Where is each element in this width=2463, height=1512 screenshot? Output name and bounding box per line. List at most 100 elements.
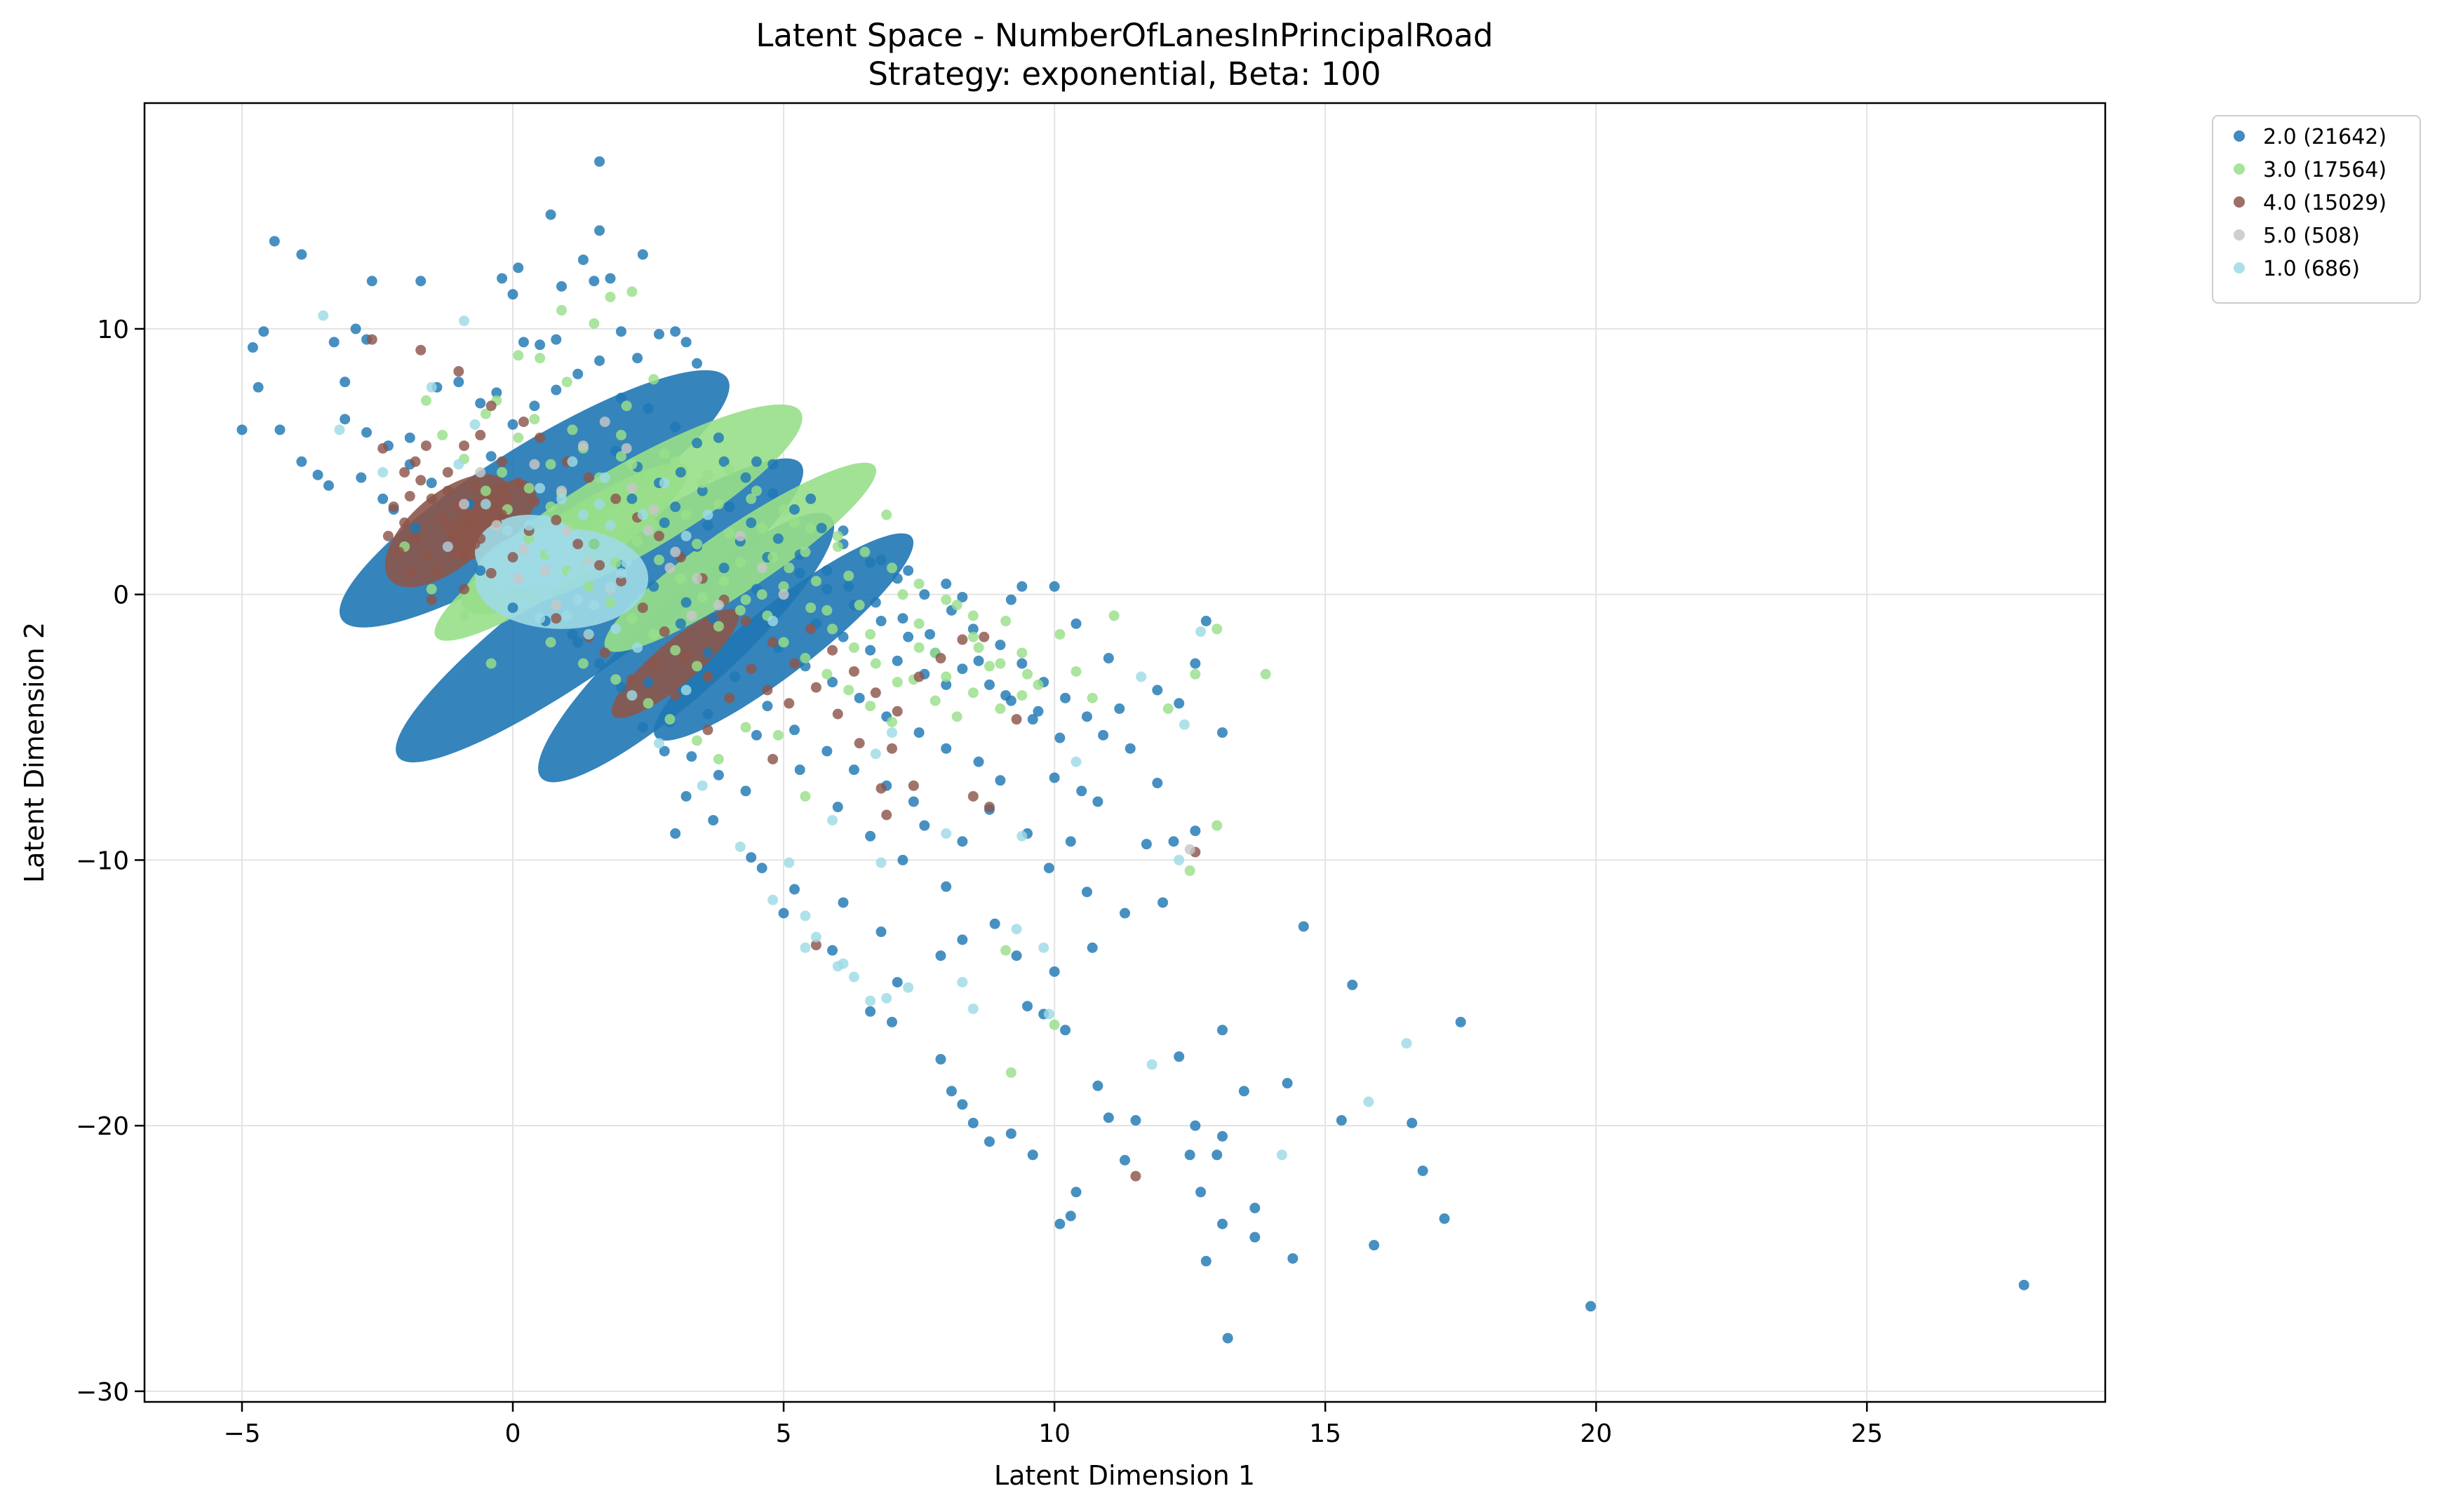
scatter-point: [605, 581, 616, 592]
scatter-point: [567, 628, 578, 640]
scatter-point: [762, 684, 773, 696]
scatter-point: [615, 451, 626, 462]
scatter-point: [1174, 698, 1185, 709]
scatter-point: [875, 616, 887, 627]
scatter-point: [973, 655, 984, 666]
scatter-point: [903, 982, 914, 993]
scatter-point: [1054, 732, 1066, 743]
scatter-point: [410, 456, 421, 467]
scatter-point: [539, 515, 551, 526]
scatter-point: [404, 567, 415, 579]
scatter-point: [865, 995, 876, 1006]
scatter-point: [448, 530, 459, 541]
scatter-point: [469, 480, 481, 491]
scatter-point: [567, 567, 578, 579]
scatter-point: [1195, 1187, 1207, 1198]
scatter-point: [903, 565, 914, 576]
scatter-point: [605, 291, 616, 302]
scatter-point: [518, 337, 529, 348]
scatter-point: [875, 783, 887, 794]
scatter-point: [507, 562, 518, 574]
scatter-point: [843, 581, 854, 592]
scatter-point: [621, 557, 632, 568]
scatter-point: [475, 466, 486, 478]
scatter-point: [713, 600, 724, 611]
scatter-point: [420, 549, 431, 560]
scatter-point: [399, 466, 410, 478]
scatter-point: [523, 557, 535, 568]
scatter-point: [805, 493, 817, 504]
scatter-point: [827, 945, 838, 956]
scatter-point: [621, 443, 632, 454]
scatter-point: [1130, 1115, 1141, 1126]
dense-cluster-layer: [339, 370, 914, 783]
scatter-point: [615, 392, 626, 403]
scatter-point: [475, 429, 486, 440]
scatter-point: [1033, 706, 1044, 717]
scatter-point: [1249, 1231, 1261, 1243]
scatter-point: [2018, 1279, 2029, 1290]
scatter-point: [513, 262, 524, 274]
scatter-point: [740, 594, 751, 605]
scatter-point: [767, 552, 779, 563]
scatter-point: [881, 992, 892, 1004]
scatter-point: [756, 863, 767, 874]
scatter-point: [1092, 796, 1103, 807]
scatter-point: [594, 499, 605, 510]
scatter-point: [1103, 1112, 1114, 1123]
scatter-point: [1016, 658, 1028, 669]
scatter-point: [881, 509, 892, 520]
scatter-point: [1260, 668, 1271, 680]
scatter-point: [589, 276, 600, 287]
scatter-point: [594, 658, 605, 669]
legend-marker: [2234, 229, 2245, 241]
scatter-point: [415, 276, 427, 287]
scatter-point: [653, 530, 664, 541]
scatter-point: [740, 626, 751, 637]
scatter-point: [870, 597, 881, 608]
scatter-point: [670, 828, 681, 839]
scatter-point: [692, 661, 703, 672]
scatter-point: [572, 637, 584, 648]
scatter-point: [675, 618, 686, 629]
scatter-point: [632, 642, 643, 653]
scatter-point: [1022, 668, 1033, 680]
scatter-point: [670, 421, 681, 433]
scatter-point: [875, 926, 887, 938]
scatter-point: [589, 318, 600, 329]
scatter-point: [377, 466, 389, 478]
scatter-point: [420, 395, 431, 406]
scatter-point: [583, 628, 594, 640]
scatter-point: [957, 1099, 968, 1110]
scatter-point: [556, 281, 568, 292]
scatter-point: [648, 628, 659, 640]
scatter-point: [810, 682, 821, 693]
scatter-point: [426, 478, 437, 489]
scatter-point: [941, 671, 952, 682]
legend-marker: [2234, 196, 2245, 208]
scatter-point: [572, 539, 584, 550]
scatter-point: [643, 698, 654, 709]
scatter-point: [377, 443, 389, 454]
scatter-point: [404, 491, 415, 502]
scatter-point: [637, 491, 648, 502]
scatter-point: [1060, 1025, 1071, 1036]
scatter-point: [1152, 684, 1163, 696]
scatter-point: [697, 485, 708, 497]
scatter-point: [437, 429, 448, 440]
dense-cluster: [446, 480, 537, 561]
scatter-point: [746, 852, 757, 863]
scatter-point: [854, 738, 865, 749]
scatter-point: [459, 549, 470, 560]
scatter-point: [713, 432, 724, 443]
scatter-point: [680, 337, 692, 348]
scatter-point: [702, 520, 713, 531]
scatter-point: [767, 753, 779, 764]
scatter-point: [724, 464, 735, 475]
scatter-point: [637, 249, 648, 260]
scatter-point: [426, 382, 437, 393]
scatter-point: [979, 631, 990, 642]
scatter-point: [1369, 1240, 1380, 1251]
scatter-point: [740, 472, 751, 483]
scatter-point: [967, 687, 979, 698]
